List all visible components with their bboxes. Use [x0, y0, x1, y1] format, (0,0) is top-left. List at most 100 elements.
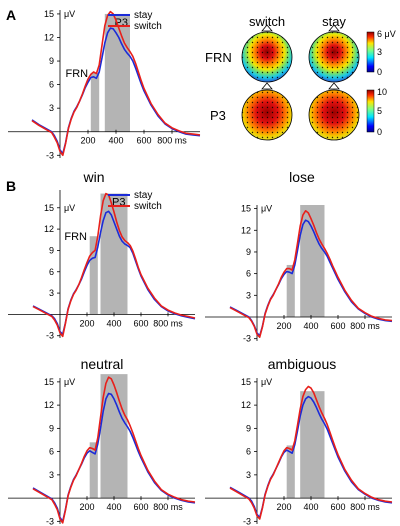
y-tick-label: 3	[49, 103, 54, 113]
colorbar-p3-tick-max: 10	[377, 87, 387, 97]
erp-chart-ambiguous: 15 12 9 6 3 -3 μV 200 400 600 800 ms	[205, 377, 393, 526]
y-unit-label: μV	[64, 203, 75, 213]
y-tick-label: 9	[49, 423, 54, 433]
y-tick-label: 3	[49, 288, 54, 298]
topo-map-frn-switch	[241, 24, 293, 83]
y-tick-label: 9	[49, 56, 54, 66]
y-tick-label: 3	[246, 290, 251, 300]
y-tick-label: 12	[44, 32, 54, 42]
y-tick-label: 9	[246, 423, 251, 433]
time-window-0	[286, 264, 295, 317]
y-tick-label: 9	[246, 247, 251, 257]
x-tick-label: 800 ms	[350, 321, 380, 331]
legend-label-stay: stay	[134, 10, 152, 21]
chart-title-neutral: neutral	[81, 356, 124, 372]
x-tick-label: 200	[276, 502, 291, 512]
y-unit-label: μV	[64, 377, 75, 387]
y-tick-label: 12	[44, 400, 54, 410]
topo-map-frn-stay	[308, 24, 360, 83]
topo-row-p3: P3	[210, 108, 226, 123]
colorbar-p3-tick-min: 0	[377, 127, 382, 137]
series-line-switch	[229, 385, 393, 520]
topography-panel: switch stay FRN P3 6 μV 3	[205, 14, 396, 141]
x-tick-label: 800 ms	[350, 502, 380, 512]
window-label-frn: FRN	[65, 68, 88, 80]
y-tick-label: -3	[46, 516, 54, 526]
x-tick-label: 800 ms	[153, 318, 183, 328]
y-tick-label: 9	[49, 245, 54, 255]
erp-chart-lose: 15 12 9 6 3 -3 μV 200 400 600 800 ms	[205, 204, 393, 344]
y-tick-label: -3	[243, 334, 251, 344]
panel-label-a: A	[6, 7, 16, 23]
y-tick-label: 6	[49, 80, 54, 90]
time-window-p3	[104, 13, 130, 132]
series-line-switch	[31, 10, 201, 157]
time-window-0	[89, 442, 98, 499]
y-tick-label: 15	[44, 9, 54, 19]
y-tick-label: 12	[44, 224, 54, 234]
x-tick-label: 400	[303, 502, 318, 512]
legend-label-switch: switch	[134, 201, 162, 212]
series-line-switch	[32, 376, 196, 524]
y-tick-label: -3	[243, 516, 251, 526]
x-tick-label: 600	[133, 502, 148, 512]
x-tick-label: 600	[330, 502, 345, 512]
series-line-switch	[229, 210, 393, 338]
y-tick-label: -3	[46, 150, 54, 160]
time-window-frn	[90, 72, 100, 132]
colorbar-p3-tick-mid: 5	[377, 106, 382, 116]
x-tick-label: 200	[80, 136, 95, 146]
x-tick-label: 200	[79, 318, 94, 328]
chart-title-lose: lose	[289, 169, 315, 185]
x-tick-label: 600	[133, 318, 148, 328]
y-tick-label: 15	[44, 377, 54, 387]
colorbar-p3	[366, 89, 375, 133]
x-tick-label: 600	[330, 321, 345, 331]
y-tick-label: 12	[241, 225, 251, 235]
window-label-frn: FRN	[64, 231, 87, 243]
y-tick-label: 6	[246, 447, 251, 457]
series-line-switch	[32, 192, 196, 338]
y-unit-label: μV	[261, 377, 272, 387]
y-tick-label: 6	[246, 269, 251, 279]
erp-chart-neutral: 15 12 9 6 3 -3 μV 200 400 600 800 ms	[8, 374, 196, 526]
colorbar-frn-tick-max: 6 μV	[377, 29, 396, 39]
colorbar-frn-tick-min: 0	[377, 67, 382, 77]
topo-column-stay: stay	[322, 14, 346, 29]
y-unit-label: μV	[64, 9, 75, 19]
time-window-1	[100, 374, 128, 499]
topo-column-switch: switch	[249, 14, 285, 29]
y-unit-label: μV	[261, 204, 272, 214]
colorbar-frn-tick-mid: 3	[377, 47, 382, 57]
topo-map-p3-stay	[308, 82, 360, 141]
y-tick-label: -3	[46, 331, 54, 341]
x-tick-label: 400	[106, 318, 121, 328]
chart-title-win: win	[82, 169, 104, 185]
x-tick-label: 600	[136, 136, 151, 146]
x-tick-label: 400	[108, 136, 123, 146]
y-tick-label: 3	[49, 470, 54, 480]
y-tick-label: 6	[49, 447, 54, 457]
y-tick-label: 15	[44, 203, 54, 213]
x-tick-label: 400	[303, 321, 318, 331]
time-window-0	[286, 445, 295, 499]
x-tick-label: 200	[79, 502, 94, 512]
y-tick-label: 12	[241, 400, 251, 410]
legend-label-switch: switch	[134, 21, 162, 32]
x-tick-label: 400	[106, 502, 121, 512]
panel-label-b: B	[6, 178, 16, 194]
topo-row-frn: FRN	[205, 50, 232, 65]
topo-map-p3-switch	[241, 82, 293, 141]
chart-title-ambiguous: ambiguous	[268, 356, 337, 372]
y-tick-label: 3	[246, 470, 251, 480]
time-window-frn	[89, 236, 98, 315]
y-tick-label: 15	[241, 377, 251, 387]
y-tick-label: 6	[49, 267, 54, 277]
legend-label-stay: stay	[134, 190, 152, 201]
time-window-1	[300, 391, 325, 499]
x-tick-label: 200	[276, 321, 291, 331]
y-tick-label: 15	[241, 204, 251, 214]
